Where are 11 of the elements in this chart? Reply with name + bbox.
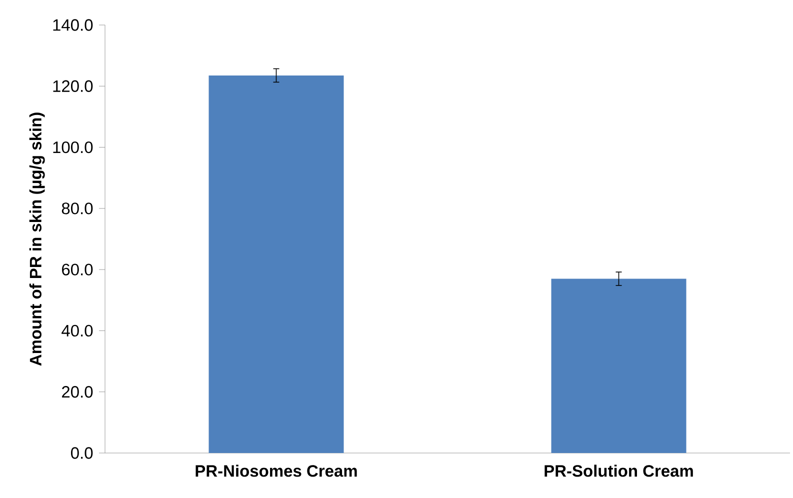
y-tick-label: 140.0 [53,19,93,31]
y-axis-title: Amount of PR in skin (µg/g skin) [29,112,45,366]
y-tick-label: 0.0 [71,447,93,459]
y-tick-label: 40.0 [62,324,93,337]
x-tick-label: PR-Solution Cream [544,464,693,477]
y-tick-label: 20.0 [62,386,93,398]
y-tick-label: 80.0 [62,202,93,214]
x-tick-label: PR-Niosomes Cream [196,464,357,477]
y-tick-label: 100.0 [53,141,93,154]
y-tick-label: 60.0 [62,264,93,276]
y-tick-label: 120.0 [53,80,93,92]
